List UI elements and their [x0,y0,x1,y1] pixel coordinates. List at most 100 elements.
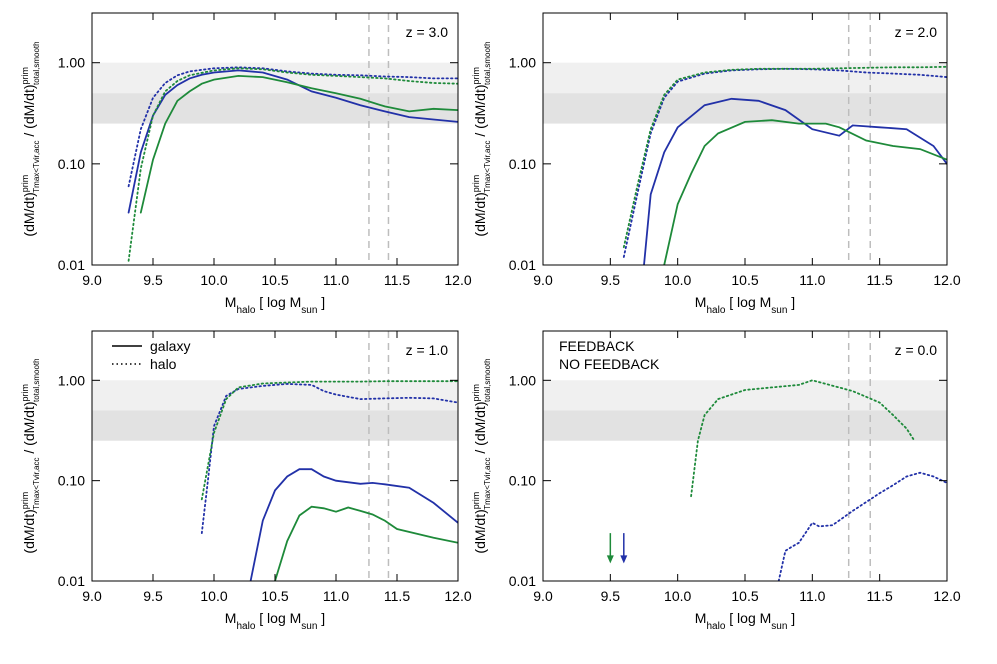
label-sup: prim [471,175,481,193]
label-part: ] [317,294,325,310]
shaded-band [92,410,458,441]
shaded-band [543,93,947,124]
plot-area [92,13,458,265]
x-tick-label: 10.0 [664,272,691,288]
y-axis-label: (dM/dt)prim Tmax<Tvir,acc / (dM/dt)prim to… [471,41,492,236]
x-tick-label: 10.5 [731,588,758,604]
x-tick-label: 9.5 [601,272,621,288]
label-part: [ log M [255,610,301,626]
series-line [622,67,947,258]
panel: 9.0 9.5 10.0 10.5 11.0 11.5 12.0 0.01 0.10 1.00 Mh… [471,12,961,316]
plot-area [543,331,947,581]
label-sub: total,smooth [32,41,41,85]
label-part: [ log M [725,610,771,626]
label-sub: total,smooth [483,358,492,402]
label-part: [ log M [255,294,301,310]
label-sup: prim [471,67,481,85]
label-part: M [695,294,707,310]
plot-area [92,331,458,581]
y-tick-label: 0.10 [509,473,536,489]
x-tick-label: 10.5 [731,272,758,288]
series-line [622,65,947,249]
label-sup: prim [471,384,481,402]
label-sub: Tmax<Tvir,acc [32,141,41,193]
x-tick-label: 10.0 [200,272,227,288]
x-tick-label: 12.0 [444,588,471,604]
label-part: / (dM/dt) [472,401,488,457]
label-part: ] [317,610,325,626]
legend-label: galaxy [150,338,190,354]
label-part: / (dM/dt) [21,401,37,457]
label-sub: sun [771,621,787,632]
label-sup: prim [471,492,481,510]
shaded-band [543,410,947,441]
y-axis-label: (dM/dt)prim Tmax<Tvir,acc / (dM/dt)prim to… [20,358,41,553]
plot-area [543,13,947,265]
y-tick-label: 1.00 [58,55,85,71]
y-axis-label: (dM/dt)prim Tmax<Tvir,acc / (dM/dt)prim to… [471,358,492,553]
legend-label: NO FEEDBACK [559,356,660,372]
x-axis-label: Mhalo [ log Msun ] [225,610,325,632]
label-sub: Tmax<Tvir,acc [483,141,492,193]
x-tick-label: 10.0 [664,588,691,604]
x-tick-label: 9.0 [82,272,102,288]
series-line [663,119,947,265]
x-tick-label: 11.5 [384,588,410,604]
shaded-band [543,380,947,411]
label-sub: Tmax<Tvir,acc [32,458,41,510]
label-part: [ log M [725,294,771,310]
series-line [127,66,458,188]
axes-frame [91,330,459,582]
x-tick-label: 10.5 [261,272,288,288]
y-axis-label: (dM/dt)prim Tmax<Tvir,acc / (dM/dt)prim to… [20,41,41,236]
shaded-band [92,62,458,94]
x-tick-label: 9.0 [82,588,102,604]
panel-annotation: z = 2.0 [895,24,938,40]
panel: 9.0 9.5 10.0 10.5 11.0 11.5 12.0 0.01 0.10 1.00 Mh… [20,330,472,632]
panel: 9.0 9.5 10.0 10.5 11.0 11.5 12.0 0.01 0.10 1.00 Mh… [20,12,472,316]
panel-annotation: z = 3.0 [406,24,449,40]
x-tick-label: 9.0 [533,588,553,604]
x-axis-label: Mhalo [ log Msun ] [695,610,795,632]
label-part: (dM/dt) [21,509,37,553]
label-sub: halo [706,621,725,632]
y-tick-label: 0.01 [509,573,536,589]
label-part: M [225,294,237,310]
x-tick-label: 9.5 [143,272,163,288]
label-sup: prim [20,384,30,402]
y-tick-label: 0.01 [58,257,85,273]
label-part: ] [787,294,795,310]
label-sub: halo [706,305,725,316]
legend-label: FEEDBACK [559,338,635,354]
y-tick-label: 0.01 [509,257,536,273]
x-tick-label: 9.5 [601,588,621,604]
shaded-band [92,93,458,124]
series-line [139,74,458,214]
label-sub: sun [301,305,317,316]
shaded-band [543,62,947,94]
label-sub: halo [236,621,255,632]
x-tick-label: 11.0 [799,588,825,604]
label-sub: total,smooth [483,41,492,85]
x-tick-label: 11.5 [867,272,893,288]
y-tick-label: 0.10 [509,156,536,172]
label-sub: Tmax<Tvir,acc [483,458,492,510]
x-tick-label: 10.5 [261,588,288,604]
label-part: (dM/dt) [21,192,37,236]
label-part: / (dM/dt) [21,84,37,140]
panel: 9.0 9.5 10.0 10.5 11.0 11.5 12.0 0.01 0.10 1.00 Mh… [471,330,961,632]
label-part: ] [787,610,795,626]
y-tick-label: 0.10 [58,156,85,172]
arrow-head [606,555,614,564]
axes-frame [542,12,948,266]
x-tick-label: 12.0 [933,588,960,604]
label-part: / (dM/dt) [472,84,488,140]
x-tick-label: 12.0 [444,272,471,288]
series-line [643,97,947,265]
x-tick-label: 11.5 [867,588,893,604]
panel-annotation: z = 1.0 [406,342,449,358]
y-tick-label: 0.01 [58,573,85,589]
panel-annotation: z = 0.0 [895,342,938,358]
y-tick-label: 0.10 [58,473,85,489]
